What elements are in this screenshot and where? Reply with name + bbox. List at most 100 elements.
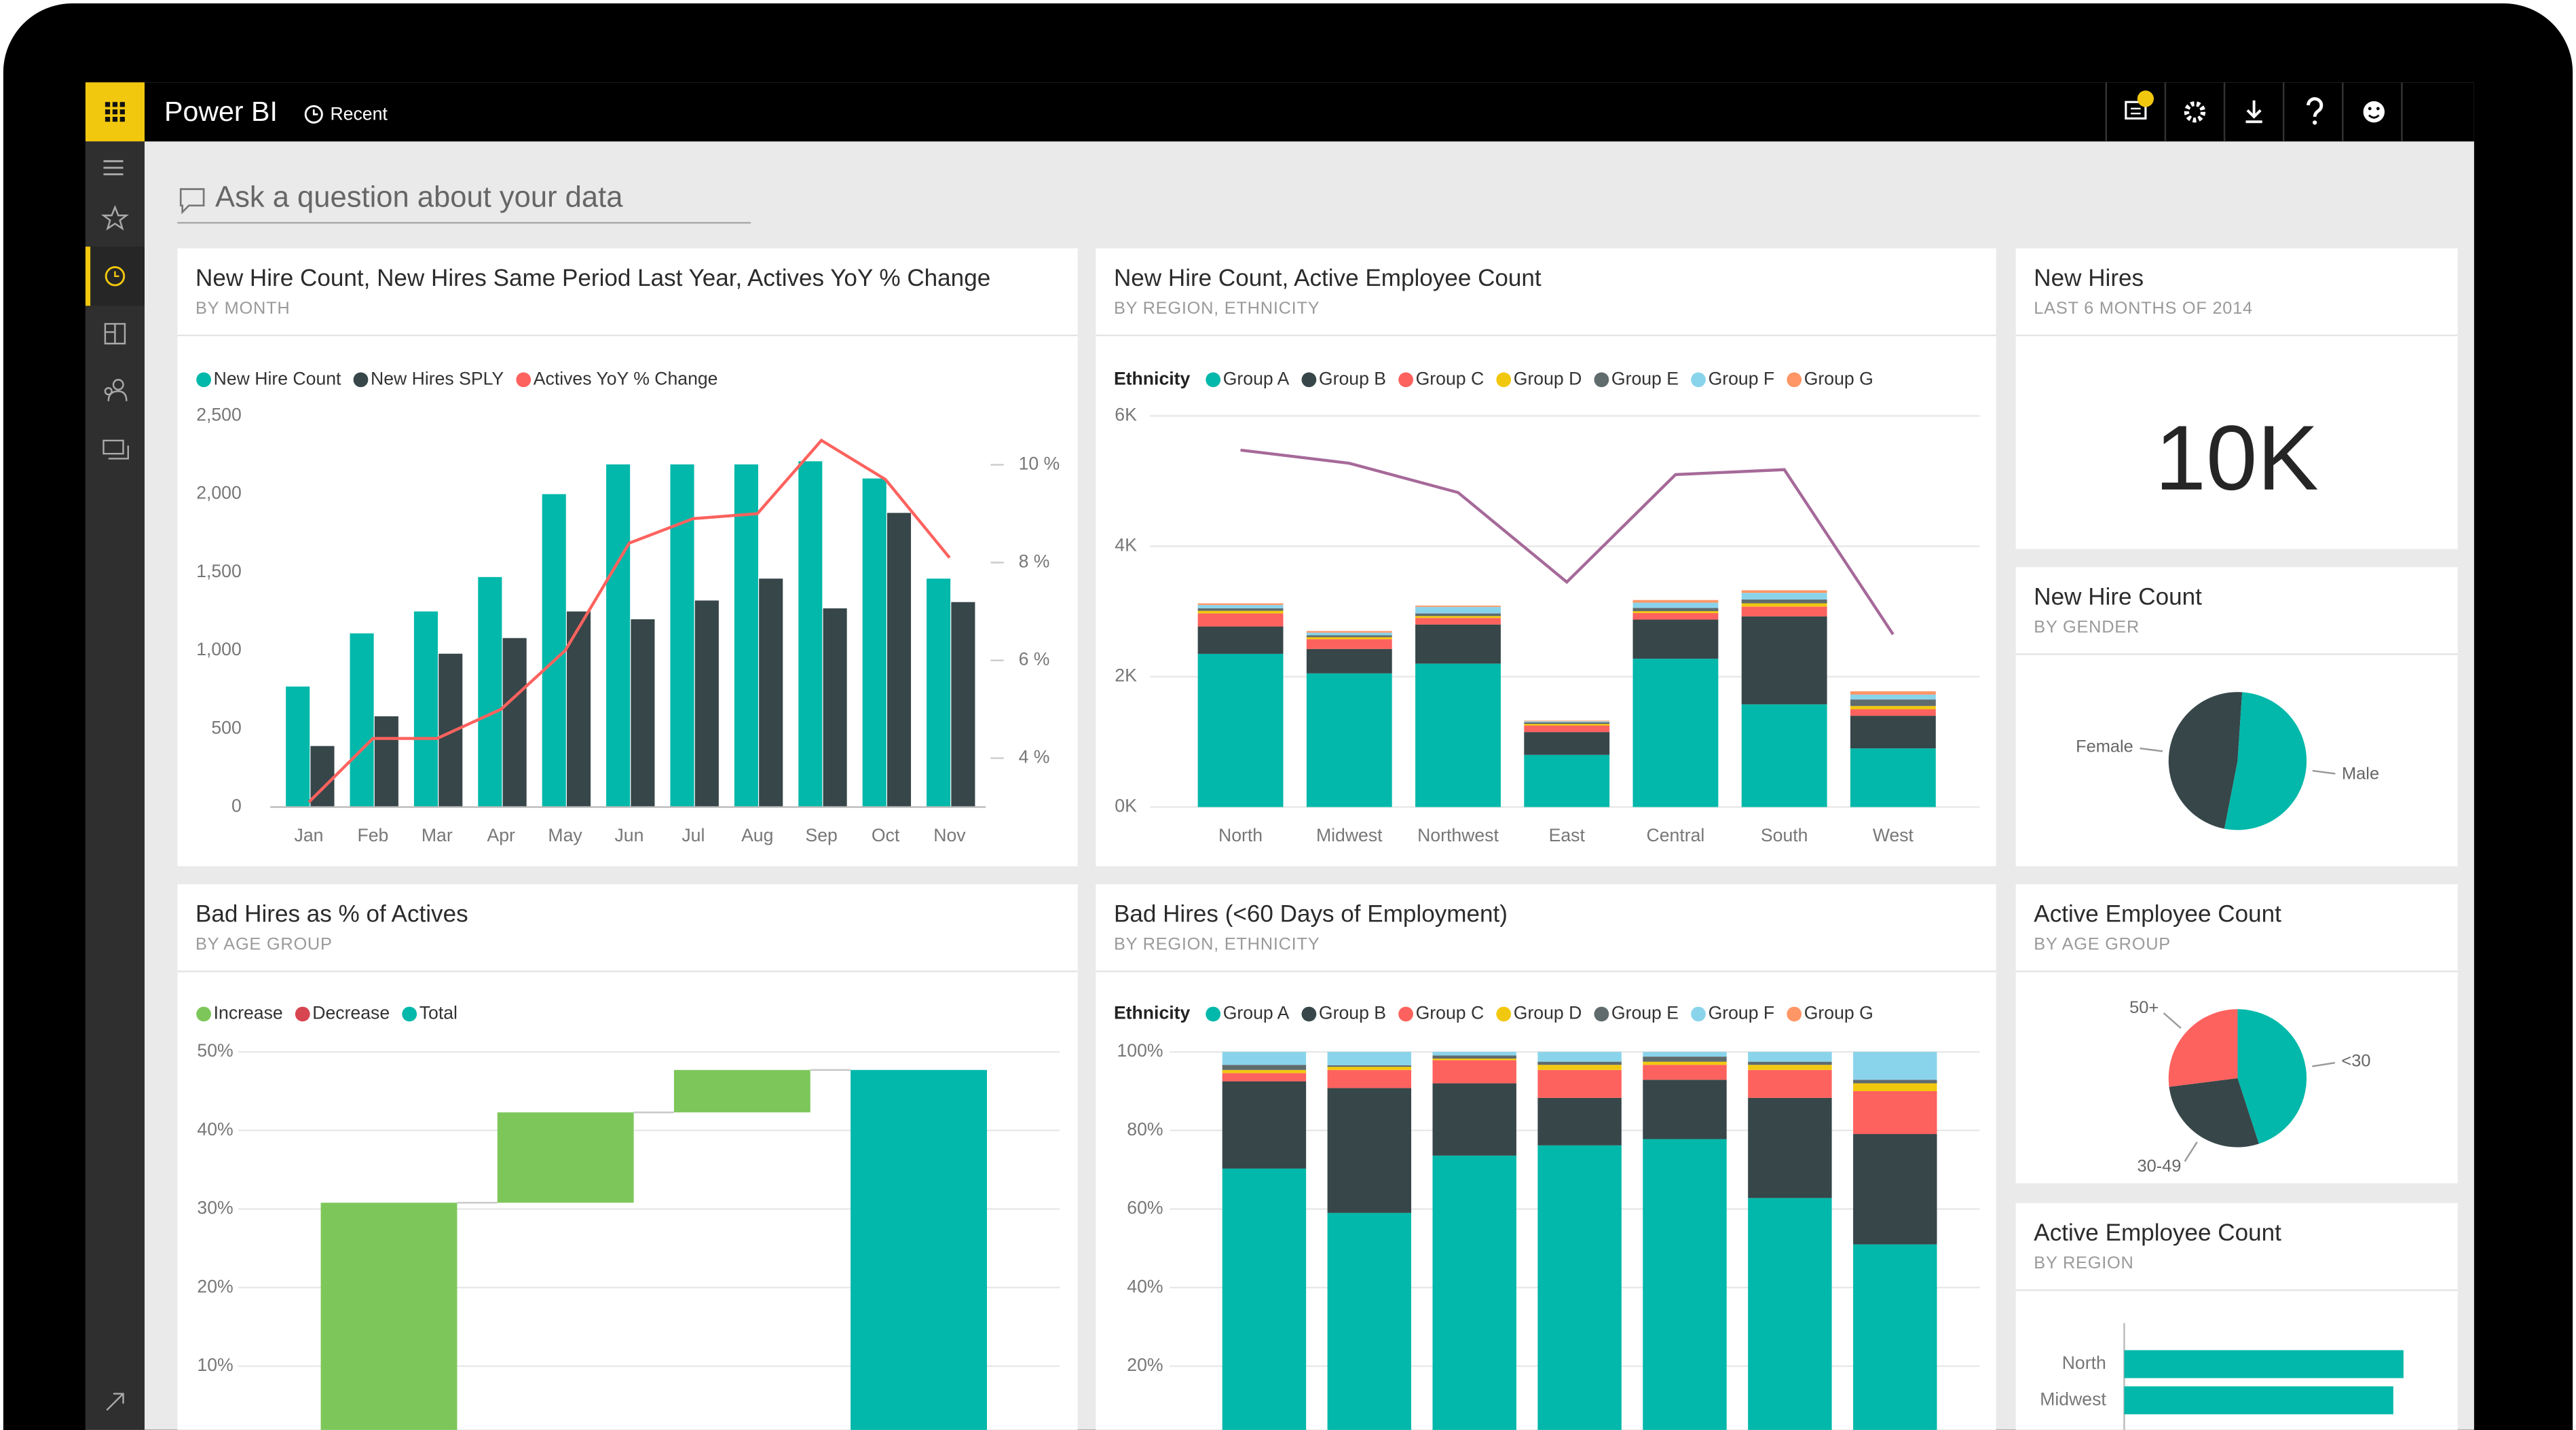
legend-label: Increase [214, 1003, 283, 1023]
legend-label: Group E [1611, 1003, 1679, 1023]
pie-label: 50+ [2129, 998, 2159, 1017]
bar-segment [1432, 1052, 1516, 1056]
legend-title: Ethnicity [1114, 368, 1191, 388]
tile-subtitle: BY REGION [2034, 1253, 2133, 1272]
legend-swatch [295, 1006, 310, 1022]
qa-input[interactable]: Ask a question about your data [215, 181, 623, 214]
legend-swatch [1787, 1006, 1802, 1022]
app-name: Power BI [164, 96, 278, 127]
line-series [307, 438, 951, 803]
bar-segment [1537, 1097, 1622, 1145]
bar-segment [1632, 612, 1719, 620]
bar-segment [1306, 648, 1392, 674]
tile-background [2015, 248, 2458, 549]
nav-favorites[interactable] [100, 204, 129, 231]
pie-slice [2168, 1009, 2238, 1087]
tile[interactable]: New Hire Count, Active Employee Count BY … [1096, 248, 1996, 866]
legend-swatch [1496, 1006, 1512, 1022]
bar-segment [1524, 722, 1610, 725]
bar [438, 653, 463, 807]
notifications-button[interactable] [2125, 90, 2154, 120]
settings-button[interactable] [2184, 101, 2206, 123]
bar-segment [1853, 1134, 1937, 1245]
bar-segment [1197, 610, 1284, 614]
bar-segment [1197, 653, 1284, 807]
y-tick-label: 40% [197, 1119, 233, 1139]
legend-label: Group B [1319, 368, 1386, 388]
pie-leader [2184, 1141, 2198, 1162]
tile[interactable]: Active Employee Count BY AGE GROUP <30 30-4… [2015, 884, 2458, 1184]
nav-menu-button[interactable] [103, 160, 124, 176]
nav-workspaces[interactable] [102, 439, 129, 460]
bar-segment [1432, 1060, 1516, 1084]
help-button-dot [2313, 120, 2317, 125]
legend-swatch [1594, 372, 1609, 388]
nav-shared[interactable] [104, 379, 128, 401]
bar [502, 638, 527, 807]
tile[interactable]: Active Employee Count BY REGION North Midwe… [2015, 1203, 2458, 1430]
legend-label: Total [419, 1003, 458, 1023]
x-tick-label: West [1873, 825, 1914, 845]
bar-segment [1850, 709, 1936, 716]
legend-swatch [1691, 372, 1706, 388]
bar [862, 478, 886, 807]
help-button[interactable] [2307, 97, 2323, 117]
x-tick-label: Jun [615, 825, 644, 845]
legend-label: New Hires SPLY [371, 368, 504, 388]
legend-swatch [1398, 372, 1413, 388]
bar-segment [1643, 1139, 1727, 1430]
bar-segment [1327, 1069, 1412, 1088]
bar-segment [1415, 613, 1501, 617]
bar-segment [1524, 724, 1610, 726]
bar-segment [1415, 606, 1501, 614]
tile[interactable]: Bad Hires as % of Actives BY AGE GROUP Inc… [177, 884, 1078, 1430]
bar-segment [1415, 663, 1501, 807]
feedback-button[interactable] [2363, 101, 2385, 123]
legend-label: Group A [1223, 1003, 1290, 1023]
legend-swatch [516, 372, 531, 388]
download-button[interactable] [2245, 100, 2262, 124]
legend-label: Group G [1804, 1003, 1873, 1023]
line-series [1240, 448, 1894, 636]
tile-title: New Hire Count, Active Employee Count [1114, 265, 1542, 291]
bar-segment [1197, 604, 1284, 608]
legend-label: Decrease [312, 1003, 390, 1023]
bar [350, 633, 374, 807]
x-tick-label: Jan [295, 825, 324, 845]
card-value: 10K [2155, 406, 2319, 509]
tile[interactable]: New Hires LAST 6 MONTHS OF 2014 10K [2015, 248, 2458, 549]
pie-label: 30-49 [2137, 1156, 2181, 1175]
x-tick-label: Jul [682, 825, 705, 845]
nav-recent[interactable] [105, 266, 126, 287]
tile[interactable]: Bad Hires (<60 Days of Employment) BY REG… [1096, 884, 1996, 1430]
bar-segment [1524, 732, 1610, 755]
bar-segment [1632, 600, 1719, 603]
bar-segment [1741, 593, 1827, 600]
bar-segment [1222, 1168, 1307, 1430]
bar-segment [1741, 599, 1827, 604]
x-tick-label: Midwest [1316, 825, 1383, 845]
tile[interactable]: New Hire Count BY GENDER Female Male [2015, 567, 2458, 866]
tile[interactable]: New Hire Count, New Hires Same Period La… [177, 248, 1078, 866]
bar-segment [1524, 754, 1610, 807]
bar-segment [1327, 1088, 1412, 1213]
tile-title: Bad Hires (<60 Days of Employment) [1114, 901, 1508, 928]
y-tick-label: 50% [197, 1040, 233, 1061]
bar-segment [1643, 1057, 1727, 1062]
bar [631, 619, 655, 807]
waterfall-bar [320, 1203, 458, 1430]
bar-segment [1853, 1052, 1937, 1080]
tile-title: Bad Hires as % of Actives [195, 901, 468, 928]
nav-expand[interactable] [106, 1393, 124, 1411]
bar-segment [1632, 608, 1719, 612]
bar-segment [1632, 619, 1719, 659]
nav-apps[interactable] [104, 323, 126, 345]
pie-label: <30 [2341, 1051, 2370, 1070]
recent-link[interactable]: Recent [330, 104, 388, 124]
tile-subtitle: BY GENDER [2034, 617, 2140, 636]
pie-slice [2168, 692, 2243, 829]
bar-segment [1222, 1073, 1307, 1082]
bar [886, 513, 912, 807]
y-tick-label: 6K [1115, 405, 1137, 425]
toolbar-separators [2105, 82, 2403, 142]
